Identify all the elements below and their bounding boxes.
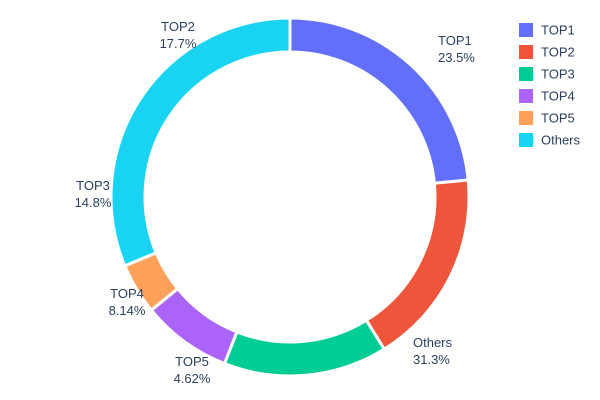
legend-item-top1[interactable]: TOP1 [519, 22, 575, 37]
slice-label-top2: TOP2 17.7% [160, 19, 197, 51]
legend-label-top2: TOP2 [541, 44, 575, 59]
legend-swatch-top1 [519, 23, 533, 37]
legend-swatch-top2 [519, 45, 533, 59]
slice-label-others: Others 31.3% [413, 335, 453, 367]
legend-item-others[interactable]: Others [519, 132, 581, 147]
slice-label-top4: TOP4 8.14% [109, 286, 146, 318]
legend-label-top4: TOP4 [541, 88, 575, 103]
legend-item-top4[interactable]: TOP4 [519, 88, 575, 103]
legend-label-others: Others [541, 132, 581, 147]
pie-slice-others[interactable] [109, 16, 292, 268]
slice-label-percent: 17.7% [160, 36, 197, 51]
slice-label-name: TOP1 [438, 33, 472, 48]
slice-label-name: TOP5 [175, 354, 209, 369]
legend-item-top3[interactable]: TOP3 [519, 66, 575, 81]
legend-swatch-top3 [519, 67, 533, 81]
slice-label-percent: 4.62% [174, 371, 211, 386]
slice-label-name: Others [413, 335, 453, 350]
slice-label-percent: 8.14% [109, 303, 146, 318]
slice-label-percent: 31.3% [413, 352, 450, 367]
legend-swatch-top4 [519, 89, 533, 103]
slice-label-name: TOP3 [76, 178, 110, 193]
slice-label-top5: TOP5 4.62% [174, 354, 211, 386]
slice-label-top1: TOP1 23.5% [438, 33, 475, 65]
slice-label-percent: 23.5% [438, 50, 475, 65]
slice-labels-group: TOP1 23.5% TOP2 17.7% TOP3 14.8% TOP4 8.14% TOP5… [75, 19, 476, 386]
legend-label-top5: TOP5 [541, 110, 575, 125]
legend-item-top5[interactable]: TOP5 [519, 110, 575, 125]
legend-swatch-top5 [519, 111, 533, 125]
donut-slices-group [109, 16, 471, 378]
legend-item-top2[interactable]: TOP2 [519, 44, 575, 59]
chart-legend[interactable]: TOP1 TOP2 TOP3 TOP4 TOP5 Others [519, 22, 581, 147]
legend-label-top3: TOP3 [541, 66, 575, 81]
slice-label-name: TOP4 [110, 286, 144, 301]
slice-label-name: TOP2 [161, 19, 195, 34]
legend-swatch-others [519, 133, 533, 147]
slice-label-top3: TOP3 14.8% [75, 178, 112, 210]
slice-label-percent: 14.8% [75, 195, 112, 210]
legend-label-top1: TOP1 [541, 22, 575, 37]
